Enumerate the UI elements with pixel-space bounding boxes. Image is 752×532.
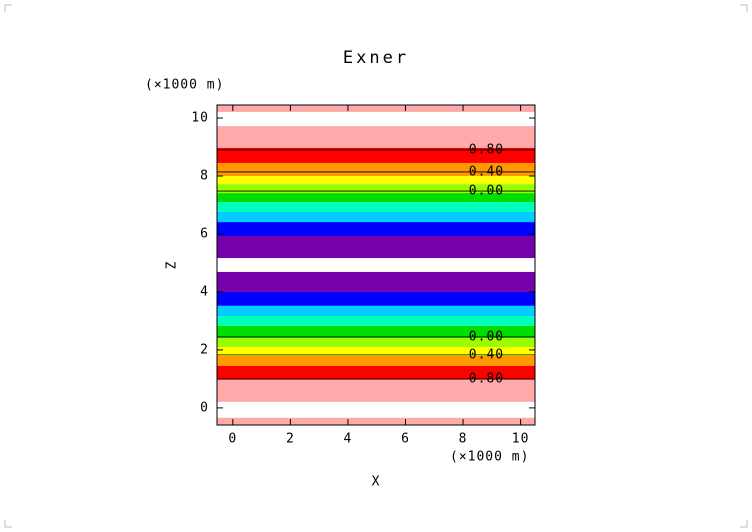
- plot-frame: [216, 104, 536, 426]
- band: [217, 271, 535, 292]
- band: [217, 222, 535, 237]
- x-tick-label: 2: [286, 432, 295, 447]
- contour-label: 0.00: [469, 329, 504, 344]
- band: [217, 325, 535, 339]
- corner-mark: [4, 4, 748, 528]
- band: [217, 236, 535, 259]
- x-unit: (×1000 m): [450, 450, 529, 465]
- y-tick-label: 8: [200, 169, 209, 184]
- y-tick-label: 0: [200, 400, 209, 415]
- band: [217, 356, 535, 366]
- x-tick-label: 0: [228, 432, 237, 447]
- y-axis-label: Z: [165, 261, 180, 270]
- contour-label: 0.80: [469, 371, 504, 386]
- band: [217, 147, 535, 163]
- contour-label: 0.00: [469, 184, 504, 199]
- band: [217, 184, 535, 194]
- band: [217, 347, 535, 357]
- contour-label: 0.40: [469, 347, 504, 362]
- band: [217, 162, 535, 177]
- y-unit: (×1000 m): [145, 78, 224, 93]
- chart-title: Exner: [343, 48, 409, 68]
- x-tick-label: 4: [344, 432, 353, 447]
- y-tick-label: 10: [191, 111, 209, 126]
- band: [217, 417, 535, 425]
- y-tick-label: 4: [200, 284, 209, 299]
- band: [217, 193, 535, 203]
- y-tick-label: 2: [200, 342, 209, 357]
- x-tick-label: 6: [401, 432, 410, 447]
- band: [217, 126, 535, 148]
- contour-label: 0.80: [469, 142, 504, 157]
- x-axis-label: X: [372, 475, 381, 490]
- contour-label: 0.40: [469, 164, 504, 179]
- band: [217, 316, 535, 326]
- x-tick-label: 10: [512, 432, 530, 447]
- band: [217, 379, 535, 402]
- band: [217, 305, 535, 317]
- band: [217, 291, 535, 306]
- corner-marks: [4, 4, 748, 528]
- band: [217, 211, 535, 223]
- band: [217, 202, 535, 212]
- band: [217, 105, 535, 112]
- y-tick-label: 6: [200, 226, 209, 241]
- band: [217, 365, 535, 380]
- band: [217, 338, 535, 348]
- x-tick-label: 8: [459, 432, 468, 447]
- band: [217, 176, 535, 185]
